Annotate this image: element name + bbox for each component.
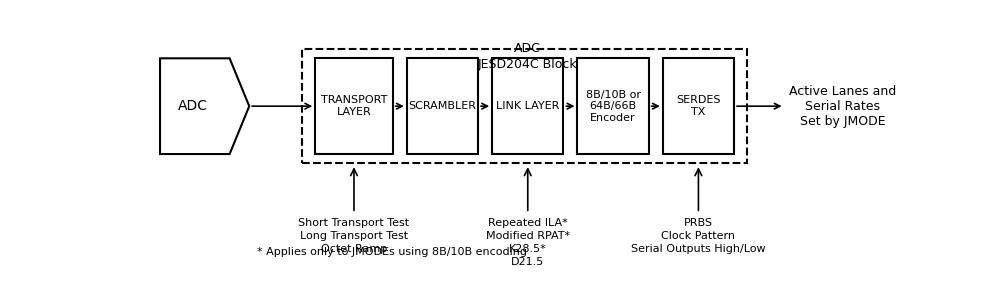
Bar (302, 49, 748, 163)
Text: ADC
JESD204C Block: ADC JESD204C Block (477, 42, 577, 71)
Text: SERDES
TX: SERDES TX (676, 95, 721, 117)
Text: TRANSPORT
LAYER: TRANSPORT LAYER (320, 95, 387, 117)
Text: Short Transport Test
Long Transport Test
Octet Ramp: Short Transport Test Long Transport Test… (298, 218, 409, 254)
Bar (492, 58, 564, 154)
Text: * Applies only to JMODEs using 8B/10B encoding: * Applies only to JMODEs using 8B/10B en… (257, 247, 527, 257)
Text: Repeated ILA*
Modified RPAT*
K28.5*
D21.5: Repeated ILA* Modified RPAT* K28.5* D21.… (485, 218, 570, 268)
Text: ADC: ADC (178, 99, 208, 113)
Text: 8B/10B or
64B/66B
Encoder: 8B/10B or 64B/66B Encoder (586, 90, 641, 123)
Bar (315, 58, 392, 154)
Bar (578, 58, 649, 154)
Polygon shape (160, 58, 249, 154)
Text: LINK LAYER: LINK LAYER (496, 101, 560, 111)
Bar (663, 58, 734, 154)
Bar (406, 58, 478, 154)
Text: SCRAMBLER: SCRAMBLER (408, 101, 476, 111)
Text: PRBS
Clock Pattern
Serial Outputs High/Low: PRBS Clock Pattern Serial Outputs High/L… (631, 218, 766, 254)
Text: Active Lanes and
Serial Rates
Set by JMODE: Active Lanes and Serial Rates Set by JMO… (789, 85, 896, 128)
